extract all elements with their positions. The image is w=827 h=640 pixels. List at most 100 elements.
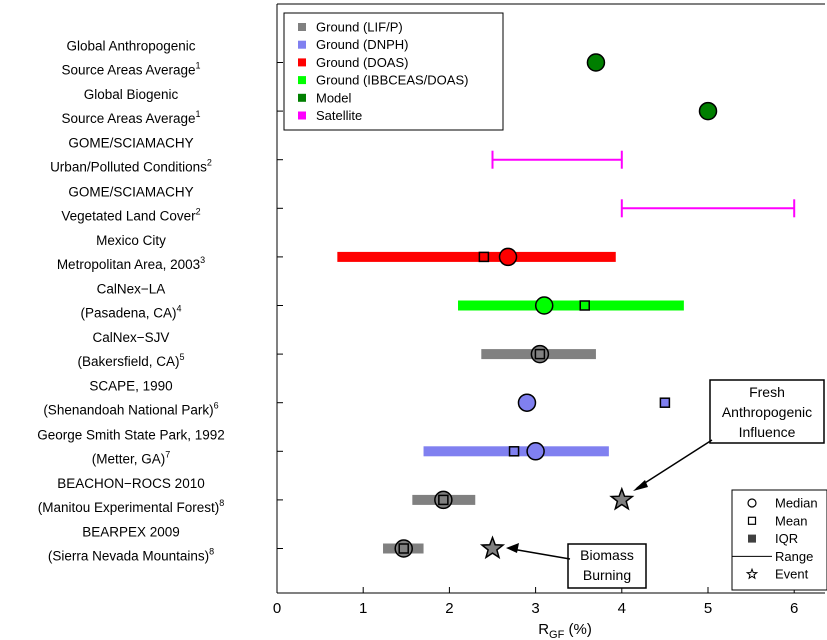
category-label-text: Source Areas Average bbox=[61, 63, 195, 78]
legend-swatch bbox=[298, 23, 306, 31]
category-label-line2: (Pasadena, CA)4 bbox=[80, 304, 181, 321]
category-reference: 6 bbox=[214, 401, 219, 411]
legend-median-symbol bbox=[747, 498, 757, 508]
category-label-line2: (Bakersfield, CA)5 bbox=[77, 352, 184, 369]
category-label-line1: Global Biogenic bbox=[84, 87, 179, 102]
legend-swatch bbox=[298, 76, 306, 85]
iqr-bar bbox=[458, 300, 684, 311]
legend-mean-symbol bbox=[747, 516, 757, 525]
annotation-line: Fresh bbox=[749, 384, 785, 400]
category-label-line1: George Smith State Park, 1992 bbox=[37, 427, 225, 442]
category-label-text: (Shenandoah National Park) bbox=[43, 403, 213, 418]
annotation-line: Anthropogenic bbox=[722, 404, 812, 420]
category-reference: 8 bbox=[209, 547, 214, 557]
symbol-legend-label: IQR bbox=[775, 531, 798, 546]
legend-label: Ground (IBBCEAS/DOAS) bbox=[316, 73, 468, 88]
category-label-line1: CalNex−LA bbox=[97, 282, 166, 297]
x-axis-label-unit: (%) bbox=[564, 621, 592, 638]
markers bbox=[394, 53, 796, 560]
median-marker bbox=[586, 53, 606, 72]
symbol-legend-label: Median bbox=[775, 496, 818, 511]
category-label-line2: (Sierra Nevada Mountains)8 bbox=[48, 547, 214, 564]
category-label-line1: BEARPEX 2009 bbox=[82, 525, 180, 540]
mean-marker bbox=[438, 494, 449, 506]
x-axis-label-sub: GF bbox=[549, 629, 565, 640]
annotation-fresh-anthropogenic: Fresh Anthropogenic Influence bbox=[633, 379, 825, 491]
category-reference: 7 bbox=[165, 449, 170, 459]
category-label-line2: Urban/Polluted Conditions2 bbox=[50, 158, 212, 175]
series-legend-box bbox=[283, 12, 504, 131]
annotation-arrowhead bbox=[506, 543, 519, 553]
y-ticks bbox=[277, 62, 283, 549]
legend-swatch bbox=[298, 93, 306, 102]
category-label-line2: (Manitou Experimental Forest)8 bbox=[38, 498, 225, 515]
x-tick-label: 5 bbox=[704, 600, 712, 617]
mean-marker bbox=[659, 397, 671, 408]
annotation-box bbox=[567, 543, 647, 589]
x-tick-label: 6 bbox=[790, 600, 798, 617]
median-marker bbox=[698, 101, 718, 121]
annotation-arrowhead bbox=[633, 480, 648, 491]
legend-swatch bbox=[298, 58, 306, 67]
x-tick-label: 4 bbox=[618, 600, 626, 617]
category-label-line2: Vegetated Land Cover2 bbox=[61, 206, 200, 223]
x-tick-label: 1 bbox=[359, 600, 367, 617]
median-marker bbox=[526, 442, 545, 461]
category-label-line2: Source Areas Average1 bbox=[61, 109, 200, 126]
series-legend: Ground (LIF/P) Ground (DNPH) Ground (DOAS)… bbox=[283, 12, 504, 131]
category-label-line2: (Metter, GA)7 bbox=[92, 449, 171, 466]
annotation-arrow bbox=[636, 439, 713, 489]
symbol-legend-label: Event bbox=[775, 567, 809, 582]
mean-marker bbox=[508, 446, 520, 457]
annotation-line: Burning bbox=[583, 567, 631, 583]
category-label-line2: Source Areas Average1 bbox=[61, 61, 200, 78]
x-tick-label: 3 bbox=[531, 600, 539, 617]
category-reference: 8 bbox=[219, 498, 224, 508]
category-label-line1: GOME/SCIAMACHY bbox=[68, 184, 193, 199]
event-marker bbox=[609, 486, 635, 511]
category-label-line1: BEACHON−ROCS 2010 bbox=[57, 476, 204, 491]
category-reference: 4 bbox=[177, 304, 182, 314]
annotation-line: Influence bbox=[739, 424, 796, 440]
legend-label: Ground (DOAS) bbox=[316, 55, 408, 70]
category-label-text: Vegetated Land Cover bbox=[61, 208, 196, 223]
symbol-legend-label: Range bbox=[775, 549, 813, 564]
mean-marker bbox=[534, 348, 546, 360]
category-label-text: (Manitou Experimental Forest) bbox=[38, 500, 220, 515]
mean-marker bbox=[478, 251, 490, 263]
category-reference: 2 bbox=[196, 206, 201, 216]
legend-swatch bbox=[298, 40, 306, 49]
category-label-line1: Mexico City bbox=[96, 233, 166, 248]
category-labels: Global Anthropogenic Source Areas Average… bbox=[37, 39, 225, 564]
category-reference: 1 bbox=[196, 109, 201, 119]
category-reference: 3 bbox=[200, 255, 205, 265]
category-label-text: Urban/Polluted Conditions bbox=[50, 160, 207, 175]
median-marker bbox=[498, 247, 518, 267]
category-reference: 1 bbox=[196, 61, 201, 71]
category-label-line1: GOME/SCIAMACHY bbox=[68, 136, 193, 151]
category-label-text: (Metter, GA) bbox=[92, 451, 166, 466]
iqr-bar bbox=[337, 251, 616, 262]
annotation-biomass-burning: Biomass Burning bbox=[506, 543, 647, 589]
x-axis-label-main: R bbox=[538, 621, 549, 638]
symbol-legend-label: Mean bbox=[775, 513, 808, 528]
mean-marker bbox=[579, 300, 590, 311]
annotation-line: Biomass bbox=[580, 547, 634, 563]
category-label-line2: (Shenandoah National Park)6 bbox=[43, 401, 218, 418]
category-label-text: Source Areas Average bbox=[61, 111, 195, 126]
median-marker bbox=[517, 393, 537, 412]
category-label-text: (Bakersfield, CA) bbox=[77, 354, 179, 369]
legend-label: Ground (DNPH) bbox=[316, 37, 408, 52]
median-marker bbox=[534, 296, 554, 315]
x-tick-label: 2 bbox=[445, 600, 453, 617]
annotation-arrow bbox=[511, 548, 571, 560]
event-marker bbox=[479, 535, 506, 560]
legend-event-symbol bbox=[745, 567, 759, 580]
legend-label: Satellite bbox=[316, 108, 362, 123]
x-axis-label: RGF (%) bbox=[538, 621, 592, 640]
category-label-line1: SCAPE, 1990 bbox=[89, 379, 172, 394]
category-label-text: (Sierra Nevada Mountains) bbox=[48, 549, 209, 564]
x-tick-label: 0 bbox=[273, 600, 281, 617]
symbol-legend: Median Mean IQR Range Event bbox=[731, 489, 827, 591]
